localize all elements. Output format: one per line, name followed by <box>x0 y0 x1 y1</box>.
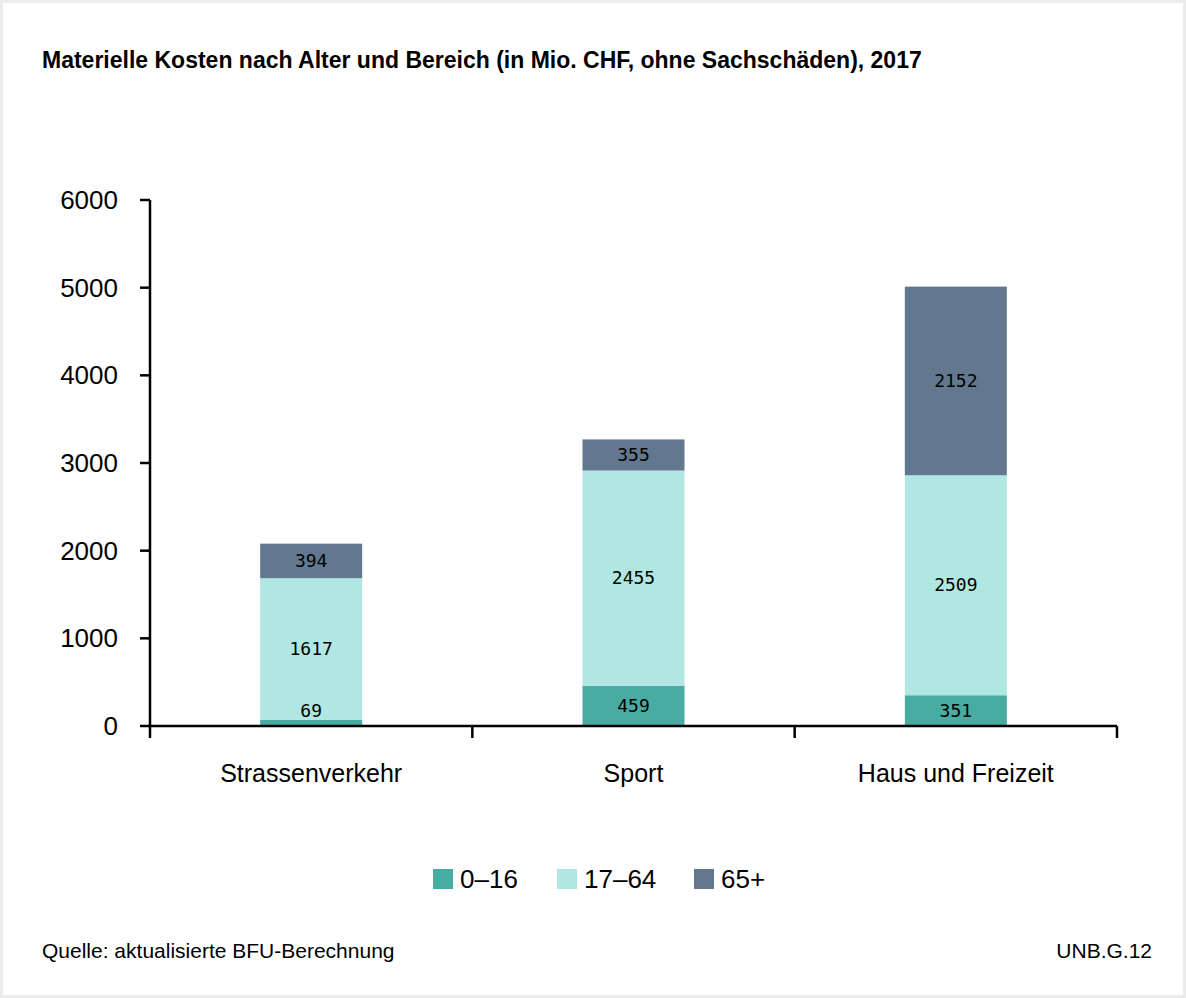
x-tick <box>793 726 796 738</box>
x-tick-label: Haus und Freizeit <box>858 759 1054 787</box>
y-tick-label: 0 <box>104 711 118 741</box>
y-tick-label: 1000 <box>60 623 118 653</box>
bar-segment <box>905 475 1007 695</box>
x-tick-label: Strassenverkehr <box>220 759 402 787</box>
legend-swatch <box>694 869 714 889</box>
x-tick-label: Sport <box>604 759 664 787</box>
title: Materielle Kosten nach Alter und Bereich… <box>42 47 922 73</box>
y-tick-label: 3000 <box>60 448 118 478</box>
y-tick <box>140 725 150 728</box>
x-tick <box>471 726 474 738</box>
y-tick-label: 5000 <box>60 273 118 303</box>
bar-segment <box>583 471 685 686</box>
legend-swatch <box>433 869 453 889</box>
legend-label: 0–16 <box>460 864 518 894</box>
y-tick-label: 4000 <box>60 360 118 390</box>
y-tick <box>140 374 150 377</box>
x-tick <box>149 726 152 738</box>
data-label: 69 <box>300 700 322 721</box>
bar-segment <box>583 439 685 470</box>
source: Quelle: aktualisierte BFU-Berechnung <box>42 939 395 962</box>
bar-segment <box>905 287 1007 476</box>
data-label: 1617 <box>289 638 332 659</box>
legend-label: 17–64 <box>584 864 656 894</box>
data-label: 2455 <box>612 567 655 588</box>
frame <box>2 2 1185 997</box>
legend-swatch <box>557 869 577 889</box>
bar-segment <box>583 686 685 726</box>
y-tick <box>140 637 150 640</box>
bar-segment <box>260 578 362 720</box>
y-tick <box>140 549 150 552</box>
x-tick <box>1116 726 1119 738</box>
bars <box>260 287 1007 726</box>
chart: Materielle Kosten nach Alter und Bereich… <box>0 0 1186 998</box>
x-axis <box>150 725 1117 728</box>
legend-label: 65+ <box>721 864 765 894</box>
y-tick <box>140 286 150 289</box>
annotation: UNB.G.12 <box>1056 939 1152 962</box>
y-tick-label: 2000 <box>60 536 118 566</box>
y-tick <box>140 199 150 202</box>
data-label: 459 <box>617 695 650 716</box>
bar-segment <box>905 695 1007 726</box>
y-tick-label: 6000 <box>60 185 118 215</box>
y-tick <box>140 462 150 465</box>
data-label: 351 <box>940 700 973 721</box>
data-label: 2509 <box>934 574 977 595</box>
data-label: 2152 <box>934 370 977 391</box>
bar-segment <box>260 544 362 579</box>
data-label: 394 <box>295 550 328 571</box>
data-label: 355 <box>617 444 650 465</box>
